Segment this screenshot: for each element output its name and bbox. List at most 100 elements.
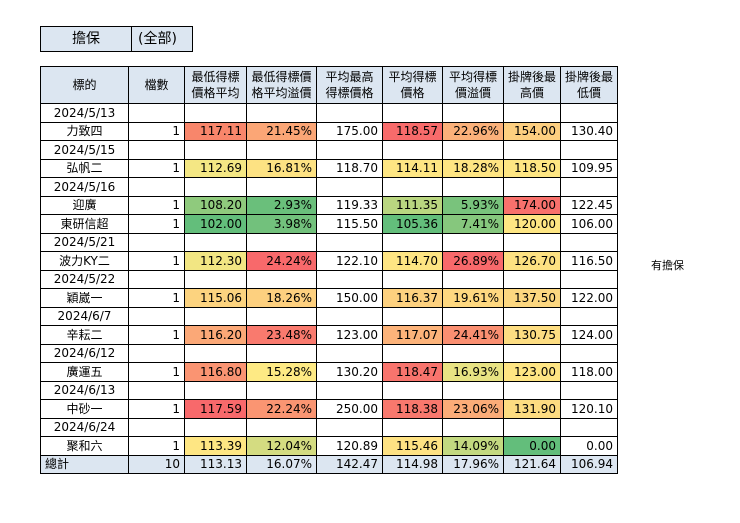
empty-cell <box>560 103 618 123</box>
table-row: 廣運五 1 116.80 15.28% 130.20 118.47 16.93% 123.00… <box>40 362 618 382</box>
value-cell: 105.36 <box>382 214 443 234</box>
total-cell: 113.13 <box>184 454 247 474</box>
value-cell: 117.07 <box>382 325 443 345</box>
empty-cell <box>382 232 443 252</box>
empty-cell <box>246 140 317 160</box>
value-cell: 250.00 <box>316 399 383 419</box>
column-header[interactable]: 標的 <box>40 66 129 104</box>
empty-cell <box>560 380 618 400</box>
empty-cell <box>442 232 504 252</box>
date-group-row[interactable]: 2024/5/15 <box>40 140 618 160</box>
empty-cell <box>128 343 185 363</box>
empty-cell <box>442 103 504 123</box>
empty-cell <box>382 343 443 363</box>
filter-value[interactable]: (全部) <box>138 31 177 47</box>
value-cell: 24.24% <box>246 251 317 271</box>
empty-cell <box>128 140 185 160</box>
empty-cell <box>560 140 618 160</box>
value-cell: 7.41% <box>442 214 504 234</box>
name-cell: 中砂一 <box>40 399 129 419</box>
column-header: 最低得標價 格平均溢價 <box>246 66 317 104</box>
empty-cell <box>442 140 504 160</box>
total-label: 總計 <box>40 454 129 474</box>
date-group-row[interactable]: 2024/6/13 <box>40 380 618 400</box>
empty-cell <box>382 380 443 400</box>
empty-cell <box>184 380 247 400</box>
table-row: 辛耘二 1 116.20 23.48% 123.00 117.07 24.41% 130.75… <box>40 325 618 345</box>
empty-cell <box>503 177 561 197</box>
empty-cell <box>382 306 443 326</box>
name-cell: 迎廣 <box>40 195 129 215</box>
pivot-table: 標的 檔數 最低得標 價格平均 最低得標價 格平均溢價 平均最高 得標價格 平均得標 價格 平均得標… <box>40 66 618 474</box>
total-cell: 106.94 <box>560 454 618 474</box>
empty-cell <box>184 417 247 437</box>
value-cell: 0.00 <box>560 436 618 456</box>
value-cell: 117.59 <box>184 399 247 419</box>
empty-cell <box>128 177 185 197</box>
count-cell: 1 <box>128 362 185 382</box>
value-cell: 18.28% <box>442 158 504 178</box>
table-row: 力致四 1 117.11 21.45% 175.00 118.57 22.96% 154.00… <box>40 121 618 141</box>
column-header: 最低得標 價格平均 <box>184 66 247 104</box>
date-group-row[interactable]: 2024/5/13 <box>40 103 618 123</box>
empty-cell <box>246 343 317 363</box>
empty-cell <box>560 306 618 326</box>
value-cell: 123.00 <box>316 325 383 345</box>
value-cell: 23.06% <box>442 399 504 419</box>
empty-cell <box>560 232 618 252</box>
value-cell: 118.00 <box>560 362 618 382</box>
empty-cell <box>184 232 247 252</box>
empty-cell <box>382 269 443 289</box>
empty-cell <box>560 343 618 363</box>
total-cell: 114.98 <box>382 454 443 474</box>
value-cell: 111.35 <box>382 195 443 215</box>
date-group-row[interactable]: 2024/5/22 <box>40 269 618 289</box>
empty-cell <box>128 306 185 326</box>
empty-cell <box>316 269 383 289</box>
value-cell: 114.11 <box>382 158 443 178</box>
side-note: 有擔保 <box>651 259 684 272</box>
date-group-row[interactable]: 2024/5/21 <box>40 232 618 252</box>
empty-cell <box>316 343 383 363</box>
total-cell: 17.96% <box>442 454 504 474</box>
empty-cell <box>442 306 504 326</box>
empty-cell <box>316 232 383 252</box>
value-cell: 118.70 <box>316 158 383 178</box>
empty-cell <box>128 417 185 437</box>
total-cell: 142.47 <box>316 454 383 474</box>
count-cell: 1 <box>128 399 185 419</box>
value-cell: 118.50 <box>503 158 561 178</box>
value-cell: 175.00 <box>316 121 383 141</box>
date-cell: 2024/6/12 <box>40 343 129 363</box>
name-cell: 穎崴一 <box>40 288 129 308</box>
date-group-row[interactable]: 2024/6/7 <box>40 306 618 326</box>
value-cell: 0.00 <box>503 436 561 456</box>
value-cell: 116.20 <box>184 325 247 345</box>
count-cell: 1 <box>128 195 185 215</box>
name-cell: 弘帆二 <box>40 158 129 178</box>
count-cell: 1 <box>128 158 185 178</box>
value-cell: 26.89% <box>442 251 504 271</box>
empty-cell <box>382 140 443 160</box>
value-cell: 23.48% <box>246 325 317 345</box>
value-cell: 120.10 <box>560 399 618 419</box>
value-cell: 24.41% <box>442 325 504 345</box>
empty-cell <box>503 380 561 400</box>
total-cell: 10 <box>128 454 185 474</box>
date-group-row[interactable]: 2024/6/24 <box>40 417 618 437</box>
date-cell: 2024/6/13 <box>40 380 129 400</box>
date-group-row[interactable]: 2024/6/12 <box>40 343 618 363</box>
value-cell: 116.80 <box>184 362 247 382</box>
empty-cell <box>246 306 317 326</box>
date-group-row[interactable]: 2024/5/16 <box>40 177 618 197</box>
empty-cell <box>560 269 618 289</box>
empty-cell <box>246 103 317 123</box>
value-cell: 18.26% <box>246 288 317 308</box>
value-cell: 113.39 <box>184 436 247 456</box>
count-cell: 1 <box>128 121 185 141</box>
empty-cell <box>560 177 618 197</box>
empty-cell <box>246 177 317 197</box>
value-cell: 106.00 <box>560 214 618 234</box>
total-cell: 16.07% <box>246 454 317 474</box>
date-cell: 2024/5/22 <box>40 269 129 289</box>
